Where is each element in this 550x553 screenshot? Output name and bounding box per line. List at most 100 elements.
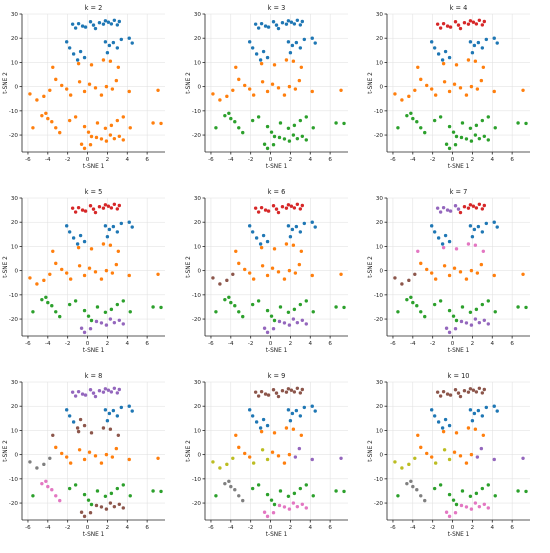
data-point — [108, 243, 113, 247]
data-point — [280, 389, 285, 393]
data-point — [477, 18, 482, 22]
data-point — [492, 220, 496, 224]
data-point — [453, 388, 458, 392]
data-point — [234, 433, 238, 437]
x-tick-label: -6 — [25, 157, 31, 163]
data-point — [233, 120, 237, 124]
data-point — [492, 36, 496, 40]
data-point — [73, 210, 78, 214]
data-point — [276, 210, 281, 215]
data-point — [127, 36, 131, 40]
data-point — [440, 58, 445, 62]
data-point — [284, 206, 289, 210]
data-point — [108, 317, 113, 321]
data-point — [229, 116, 233, 121]
data-point — [54, 77, 58, 82]
data-point — [104, 268, 109, 273]
data-point — [109, 206, 114, 210]
data-point — [101, 22, 106, 26]
data-point — [460, 489, 465, 493]
data-point — [218, 98, 222, 102]
data-point — [419, 445, 423, 450]
data-point — [462, 389, 467, 393]
data-point — [97, 389, 102, 393]
data-point — [259, 245, 264, 250]
data-point — [435, 22, 440, 26]
data-point — [495, 225, 499, 229]
data-point — [469, 268, 474, 273]
data-point — [473, 501, 478, 505]
y-tick-label: 0 — [197, 269, 201, 275]
data-point — [89, 63, 94, 67]
data-point — [451, 314, 456, 318]
data-point — [108, 133, 113, 137]
data-point — [93, 210, 98, 215]
data-point — [231, 272, 235, 276]
data-point — [342, 305, 346, 310]
data-point — [441, 21, 446, 26]
data-point — [256, 483, 261, 487]
data-point — [287, 507, 292, 511]
x-tick-label: -2 — [248, 525, 254, 531]
data-point — [432, 118, 437, 123]
data-point — [454, 63, 459, 67]
data-point — [286, 40, 291, 44]
data-point — [82, 239, 87, 244]
y-tick-label: 30 — [376, 196, 384, 202]
data-point — [263, 24, 268, 28]
data-point — [302, 37, 307, 42]
y-tick-label: -20 — [192, 133, 202, 139]
data-point — [76, 61, 81, 66]
data-point — [214, 126, 218, 130]
data-point — [101, 390, 106, 394]
y-axis-title: t-SNE 2 — [3, 256, 9, 278]
x-tick-label: 6 — [328, 525, 332, 531]
data-point — [272, 134, 277, 139]
data-point — [458, 26, 463, 31]
data-point — [64, 87, 69, 91]
data-point — [263, 392, 268, 396]
data-point — [274, 23, 279, 27]
data-point — [433, 277, 438, 281]
data-point — [261, 417, 266, 422]
data-point — [480, 118, 485, 123]
data-point — [276, 270, 281, 274]
data-point — [468, 494, 473, 498]
data-point — [261, 49, 266, 54]
data-point — [130, 225, 134, 229]
data-point — [258, 58, 263, 62]
data-point — [60, 451, 64, 456]
data-point — [524, 489, 528, 494]
data-point — [109, 307, 114, 312]
y-tick-label: -10 — [9, 293, 19, 299]
data-point — [93, 394, 98, 399]
y-tick-label: -20 — [192, 501, 202, 507]
x-axis-title: t-SNE 1 — [83, 532, 105, 538]
data-point — [104, 507, 109, 511]
data-point — [116, 433, 121, 437]
data-point — [334, 305, 338, 309]
data-point — [76, 21, 81, 26]
data-point — [470, 51, 475, 55]
data-point — [311, 494, 315, 498]
data-point — [64, 40, 69, 44]
data-point — [435, 206, 440, 210]
data-point — [433, 461, 438, 465]
data-point — [292, 206, 297, 210]
data-point — [469, 84, 474, 89]
data-point — [112, 504, 117, 509]
data-point — [286, 126, 291, 130]
x-tick-label: 0 — [86, 157, 90, 163]
data-point — [121, 138, 125, 142]
data-point — [458, 270, 463, 274]
x-tick-label: 2 — [289, 157, 293, 163]
data-point — [453, 204, 458, 208]
data-point — [451, 498, 456, 502]
data-point — [82, 89, 87, 94]
data-point — [447, 146, 452, 151]
data-point — [413, 88, 417, 92]
data-point — [468, 310, 473, 314]
data-point — [88, 143, 93, 147]
data-point — [475, 455, 480, 459]
